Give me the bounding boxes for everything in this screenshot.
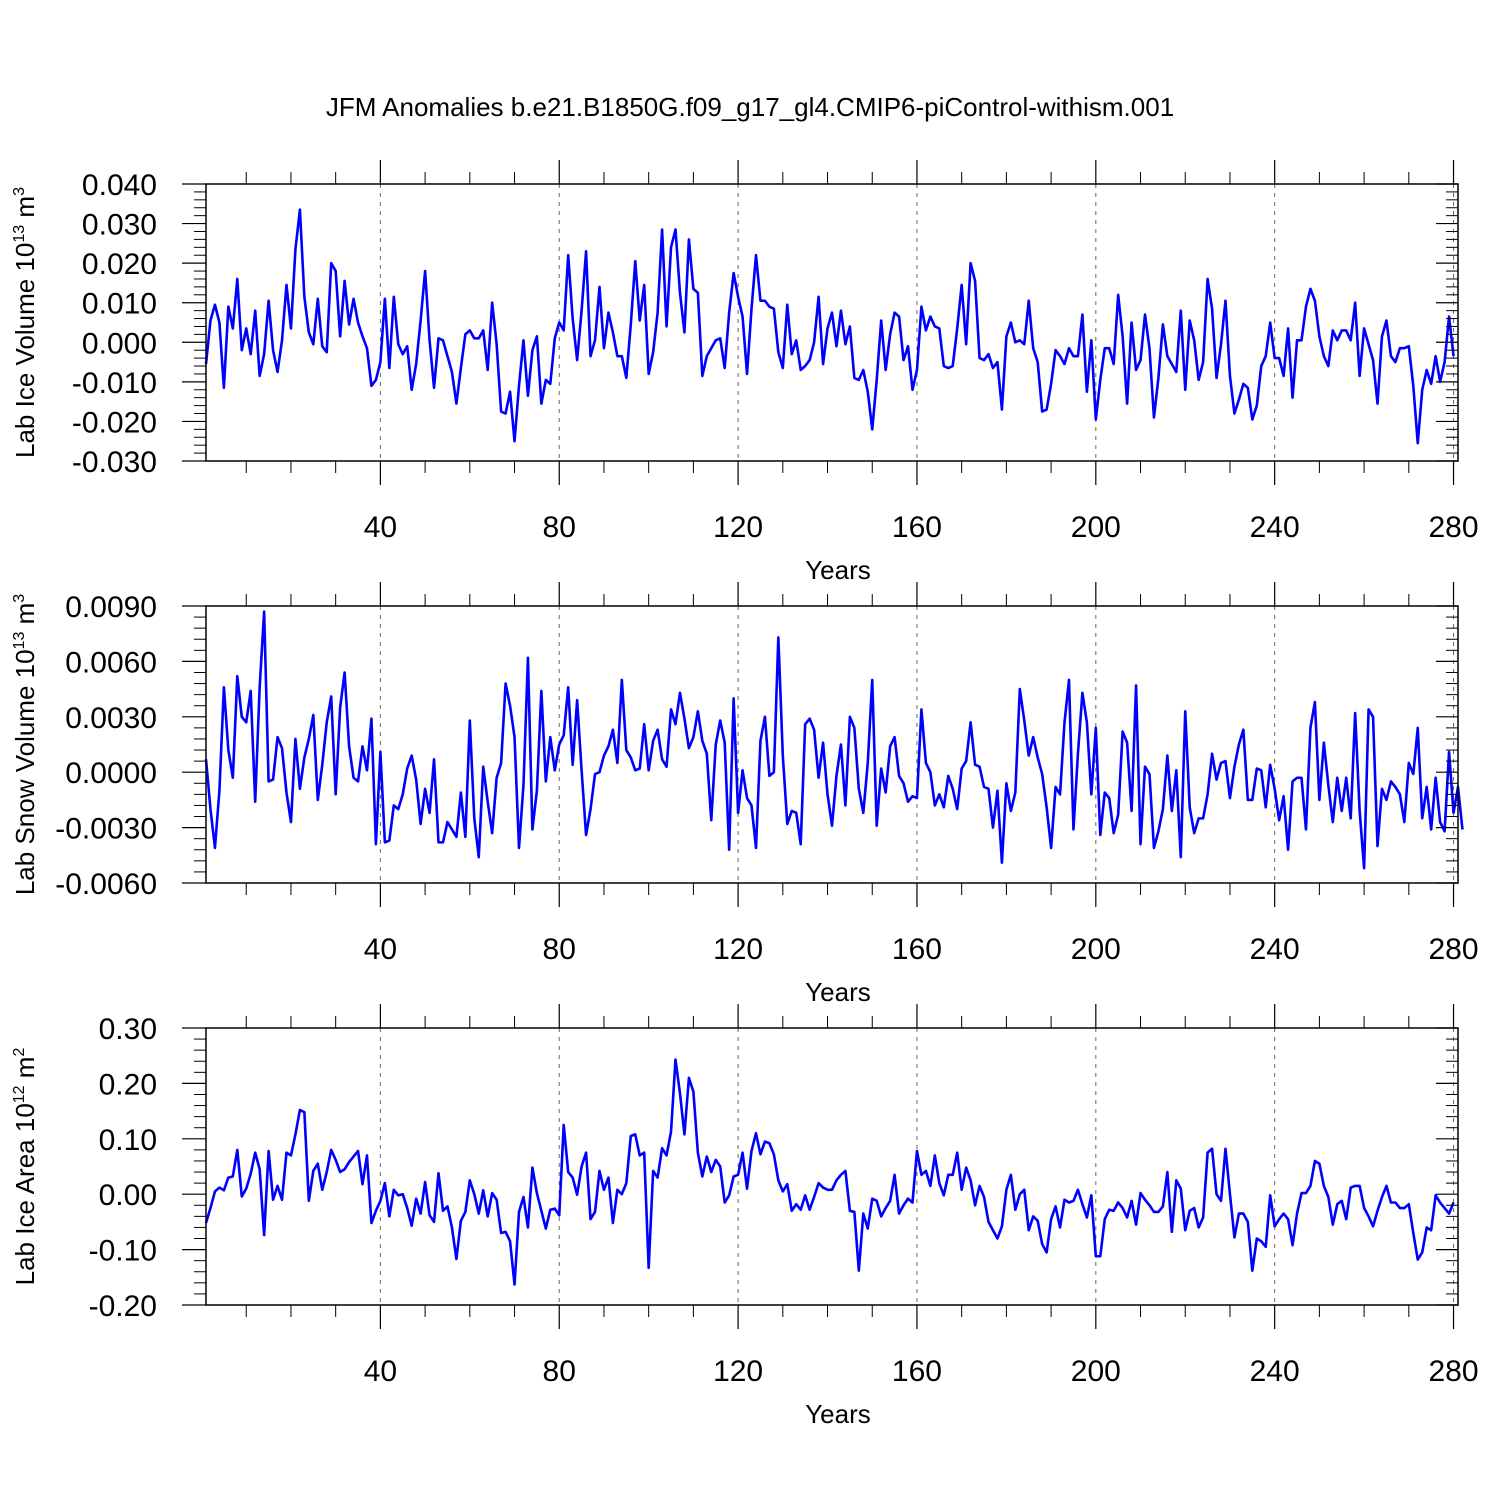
x-tick-label: 120 bbox=[713, 933, 763, 966]
y-axis-label-exponent: 13 bbox=[11, 225, 28, 243]
y-tick-label: 0.30 bbox=[99, 1013, 157, 1046]
y-tick-label: 0.020 bbox=[82, 248, 157, 281]
y-axis-label-unit-exponent: 2 bbox=[11, 1048, 28, 1057]
x-axis-label: Years bbox=[805, 555, 871, 585]
x-tick-label: 160 bbox=[892, 1355, 942, 1388]
y-axis-label-unit: m bbox=[10, 1057, 40, 1086]
x-tick-label: 240 bbox=[1250, 1355, 1300, 1388]
panel-ice-volume: 40 80 120 160 200 240 280 -0.030 -0.020 -0.010 0.0… bbox=[10, 160, 1479, 585]
y-tick-label: 0.030 bbox=[82, 209, 157, 242]
x-axis-label: Years bbox=[805, 977, 871, 1007]
x-tick-label: 200 bbox=[1071, 1355, 1121, 1388]
x-tick-label: 240 bbox=[1250, 511, 1300, 544]
y-tick-label: 0.0030 bbox=[65, 702, 157, 735]
y-axis-label: Lab Snow Volume 1013 m3 bbox=[10, 594, 40, 895]
panel-snow-volume: 40 80 120 160 200 240 280 -0.0060 -0.0030 0.0000 0… bbox=[10, 582, 1479, 1007]
x-tick-label: 40 bbox=[364, 1355, 397, 1388]
x-tick-label: 280 bbox=[1428, 933, 1478, 966]
y-tick-label: 0.00 bbox=[99, 1179, 157, 1212]
y-tick-label: -0.030 bbox=[72, 446, 157, 479]
y-axis-label-unit: m bbox=[10, 603, 40, 632]
y-tick-label: 0.010 bbox=[82, 288, 157, 321]
x-tick-label: 40 bbox=[364, 933, 397, 966]
y-tick-label: 0.0000 bbox=[65, 757, 157, 790]
x-tick-label: 80 bbox=[543, 1355, 576, 1388]
y-axis-label: Lab Ice Area 1012 m2 bbox=[10, 1048, 40, 1286]
x-tick-label: 160 bbox=[892, 511, 942, 544]
figure-title: JFM Anomalies b.e21.B1850G.f09_g17_gl4.C… bbox=[325, 92, 1175, 122]
y-axis-label-exponent: 13 bbox=[11, 632, 28, 650]
y-axis-label-unit-exponent: 3 bbox=[11, 187, 28, 196]
x-tick-label: 80 bbox=[543, 933, 576, 966]
series-line bbox=[204, 610, 1464, 870]
y-tick-label: 0.20 bbox=[99, 1068, 157, 1101]
series-line bbox=[204, 208, 1455, 445]
y-tick-label: -0.010 bbox=[72, 367, 157, 400]
x-tick-label: 120 bbox=[713, 511, 763, 544]
x-tick-label: 280 bbox=[1428, 1355, 1478, 1388]
x-tick-label: 280 bbox=[1428, 511, 1478, 544]
series-line bbox=[204, 1058, 1455, 1286]
y-tick-label: -0.0060 bbox=[55, 868, 157, 901]
x-tick-label: 240 bbox=[1250, 933, 1300, 966]
y-axis-label: Lab Ice Volume 1013 m3 bbox=[10, 187, 40, 458]
y-axis-label-main: Lab Snow Volume 10 bbox=[10, 649, 40, 895]
plot-frame bbox=[205, 1027, 1459, 1306]
y-tick-label: -0.20 bbox=[89, 1290, 157, 1323]
x-tick-label: 200 bbox=[1071, 933, 1121, 966]
plot-frame bbox=[205, 183, 1459, 462]
y-tick-label: -0.10 bbox=[89, 1235, 157, 1268]
y-tick-label: -0.0030 bbox=[55, 813, 157, 846]
y-tick-label: 0.0090 bbox=[65, 591, 157, 624]
y-axis-label-exponent: 12 bbox=[11, 1085, 28, 1103]
y-axis-label-unit-exponent: 3 bbox=[11, 594, 28, 603]
x-axis-label: Years bbox=[805, 1399, 871, 1429]
y-tick-label: 0.0060 bbox=[65, 646, 157, 679]
y-axis-label-main: Lab Ice Volume 10 bbox=[10, 243, 40, 458]
x-tick-label: 40 bbox=[364, 511, 397, 544]
y-tick-label: 0.000 bbox=[82, 327, 157, 360]
y-tick-label: -0.020 bbox=[72, 406, 157, 439]
y-tick-label: 0.10 bbox=[99, 1124, 157, 1157]
x-tick-label: 120 bbox=[713, 1355, 763, 1388]
y-axis-label-main: Lab Ice Area 10 bbox=[10, 1103, 40, 1285]
plot-frame bbox=[205, 605, 1459, 884]
y-tick-label: 0.040 bbox=[82, 169, 157, 202]
y-axis-label-unit: m bbox=[10, 196, 40, 225]
x-tick-label: 200 bbox=[1071, 511, 1121, 544]
panel-ice-area: 40 80 120 160 200 240 280 -0.20 -0.10 0.00 0.10 0.2… bbox=[10, 1004, 1479, 1429]
x-tick-label: 80 bbox=[543, 511, 576, 544]
x-tick-label: 160 bbox=[892, 933, 942, 966]
